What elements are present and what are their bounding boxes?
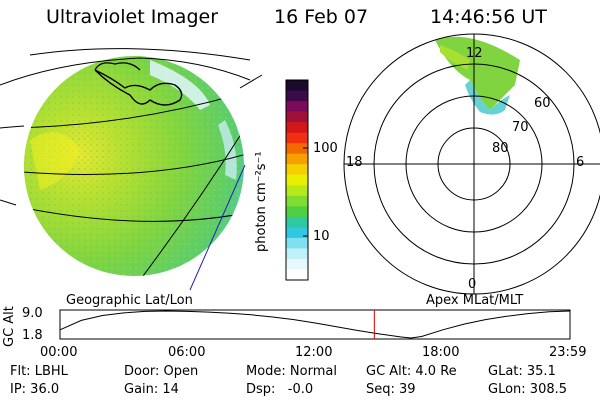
info-gcalt: GC Alt: 4.0 Re (366, 364, 457, 379)
header-time: 14:46:56 UT (430, 6, 547, 28)
y-tick-min: 1.8 (22, 328, 43, 343)
y-tick-max: 9.0 (22, 306, 43, 321)
colorbar-swatch (286, 122, 308, 134)
colorbar-swatch (286, 206, 308, 218)
info-flt: Flt: LBHL (10, 364, 68, 379)
info-ip: IP: 36.0 (10, 382, 60, 397)
info-door: Door: Open (124, 364, 199, 379)
header-title: Ultraviolet Imager (46, 6, 219, 28)
colorbar-swatch (286, 185, 308, 197)
colorbar-swatch (286, 237, 308, 249)
colorbar-swatch (286, 80, 308, 92)
info-dsp: Dsp: -0.0 (246, 382, 314, 397)
header-date: 16 Feb 07 (274, 6, 369, 28)
colorbar-swatch (286, 216, 308, 228)
x-tick-4: 23:59 (549, 345, 587, 360)
colorbar-swatch (286, 269, 308, 281)
info-glon: GLon: 308.5 (488, 382, 568, 397)
colorbar-swatch (286, 153, 308, 165)
x-tick-0: 00:00 (40, 345, 78, 360)
colorbar-swatch (286, 258, 308, 270)
colorbar-swatch (286, 90, 308, 102)
colorbar-tick-100: 100 (313, 141, 338, 156)
geographic-image (0, 48, 263, 291)
colorbar-swatch (286, 143, 308, 155)
coastline (94, 69, 183, 106)
lat-label-70: 70 (512, 120, 529, 135)
x-tick-2: 12:00 (295, 345, 333, 360)
info-mode: Mode: Normal (246, 364, 337, 379)
colorbar-swatch (286, 174, 308, 186)
colorbar-frame (285, 79, 309, 281)
colorbar-swatch (286, 248, 308, 260)
x-tick-3: 18:00 (422, 345, 460, 360)
polar-plot (343, 33, 600, 295)
colorbar (285, 79, 309, 281)
terminator-line (189, 164, 246, 291)
colorbar-swatch (286, 132, 308, 144)
colorbar-swatch (286, 227, 308, 239)
mlt-label-12: 12 (466, 46, 483, 61)
lat-label-80: 80 (492, 141, 509, 156)
colorbar-swatch (286, 101, 308, 113)
mlt-label-18: 18 (346, 155, 363, 170)
info-glat: GLat: 35.1 (488, 364, 556, 379)
left-panel-label: Geographic Lat/Lon (66, 293, 193, 308)
y-axis-label: GC Alt (2, 306, 17, 347)
right-panel-label: Apex MLat/MLT (426, 293, 524, 308)
colorbar-swatch (286, 195, 308, 207)
colorbar-swatch (286, 164, 308, 176)
colorbar-label: photon cm⁻²s⁻¹ (254, 151, 269, 252)
colorbar-swatch (286, 111, 308, 123)
lat-label-60: 60 (534, 96, 551, 111)
info-seq: Seq: 39 (366, 382, 416, 397)
mlt-label-6: 6 (576, 155, 585, 170)
colorbar-tick-10: 10 (313, 229, 330, 244)
info-gain: Gain: 14 (124, 382, 179, 397)
mlt-label-0: 0 (468, 277, 477, 292)
x-tick-1: 06:00 (168, 345, 206, 360)
